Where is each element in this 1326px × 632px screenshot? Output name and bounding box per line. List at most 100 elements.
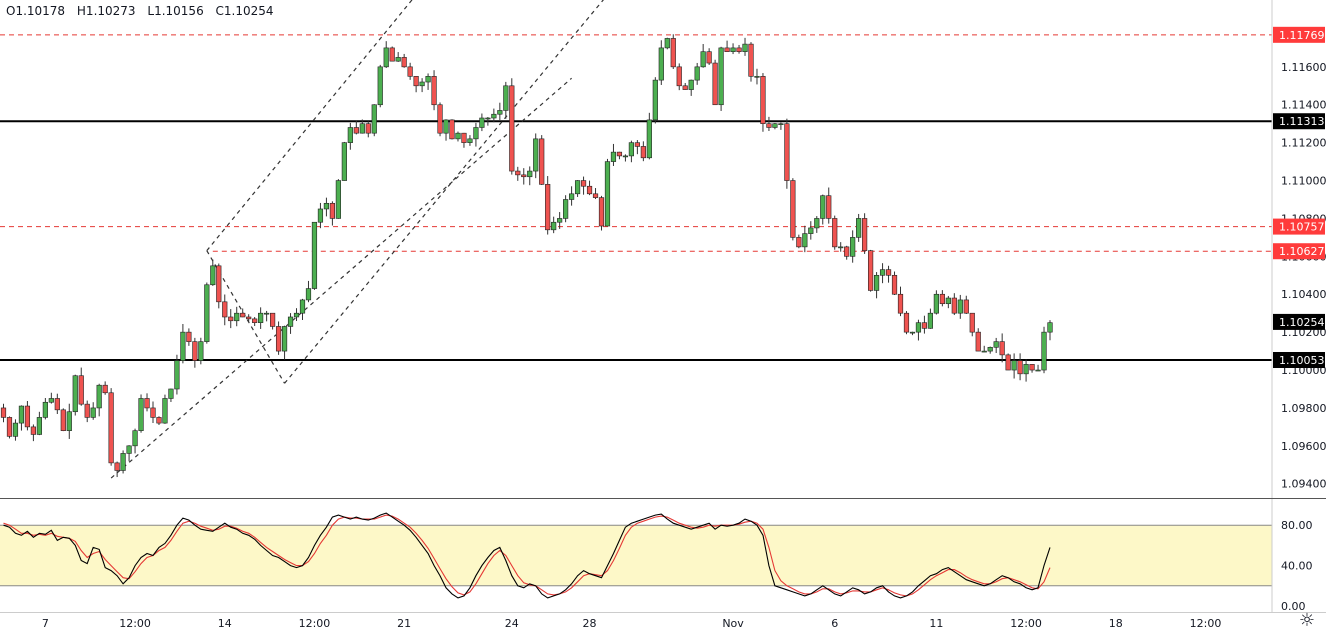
- candle-body: [42, 401, 48, 418]
- candle-body: [814, 218, 820, 229]
- candle: [694, 62, 700, 85]
- candle-body: [419, 81, 425, 87]
- candle-body: [604, 161, 611, 227]
- candle-body: [455, 132, 461, 140]
- candle-body: [246, 316, 252, 320]
- candle: [12, 419, 19, 441]
- candles: [0, 34, 1053, 478]
- oscillator-tick-label: 80.00: [1281, 519, 1313, 532]
- candle-body: [616, 151, 623, 157]
- price-tick-label: 1.11600: [1281, 61, 1326, 74]
- candle-body: [933, 293, 939, 314]
- candle: [461, 132, 467, 148]
- candle-body: [862, 218, 868, 251]
- candle: [586, 180, 593, 196]
- candle: [933, 290, 939, 315]
- candle-body: [180, 331, 186, 361]
- candle: [299, 298, 306, 320]
- candle-body: [365, 123, 371, 134]
- candle-body: [132, 430, 138, 447]
- candle: [1041, 326, 1047, 374]
- candle: [485, 116, 491, 126]
- candle-body: [30, 426, 37, 435]
- candle: [682, 82, 688, 90]
- candle: [670, 34, 676, 69]
- candle: [168, 388, 174, 402]
- candle-body: [1011, 360, 1017, 371]
- candle: [425, 73, 431, 90]
- candle-body: [377, 66, 383, 106]
- candle-body: [335, 180, 341, 219]
- candle-body: [443, 119, 449, 134]
- candle: [993, 337, 999, 354]
- candle: [850, 230, 856, 263]
- candle-body: [150, 407, 156, 418]
- channel-lower-line: [110, 77, 572, 479]
- candle: [60, 408, 66, 432]
- candle: [867, 249, 874, 292]
- candle-body: [102, 384, 108, 394]
- candle: [646, 112, 652, 160]
- candle-body: [802, 233, 808, 248]
- candle: [706, 48, 712, 65]
- candle-body: [491, 113, 497, 119]
- candle: [509, 78, 515, 175]
- candle: [891, 271, 898, 295]
- oscillator-tick-label: 0.00: [1281, 600, 1306, 613]
- candle: [132, 428, 138, 454]
- candle-body: [527, 170, 533, 178]
- candle: [84, 400, 90, 423]
- time-tick-label: 21: [397, 617, 411, 630]
- candle-body: [210, 265, 216, 286]
- candle: [162, 394, 168, 424]
- price-label: 1.10757: [1273, 218, 1325, 235]
- candle: [975, 328, 981, 352]
- price-tick-label: 1.10400: [1281, 288, 1326, 301]
- candle-body: [909, 331, 916, 334]
- gear-icon[interactable]: ☼: [1298, 610, 1316, 631]
- candle-body: [198, 341, 204, 361]
- candle-body: [449, 119, 455, 140]
- candle-body: [796, 237, 802, 248]
- candle-body: [18, 405, 25, 424]
- candle: [873, 272, 880, 299]
- candle: [252, 317, 258, 327]
- candle-body: [748, 43, 754, 77]
- time-tick-label: 14: [218, 617, 232, 630]
- candle-body: [993, 341, 999, 348]
- candle: [18, 405, 25, 431]
- candle: [353, 120, 359, 135]
- candle: [323, 197, 330, 217]
- candle: [102, 381, 108, 395]
- candle-body: [688, 79, 694, 90]
- candle-body: [12, 422, 19, 437]
- candle-body: [945, 297, 951, 305]
- candle-body: [108, 392, 114, 464]
- candle-body: [766, 123, 772, 128]
- candle: [156, 416, 162, 426]
- candle-body: [222, 301, 228, 318]
- candle: [748, 42, 754, 82]
- candle: [503, 81, 509, 119]
- candle-body: [897, 293, 904, 314]
- candle: [180, 323, 186, 364]
- candle: [0, 403, 7, 423]
- candle: [222, 294, 228, 326]
- candle: [24, 401, 31, 431]
- candle-body: [927, 312, 933, 329]
- candle-body: [216, 265, 222, 303]
- candle: [616, 151, 623, 160]
- candle-body: [407, 66, 413, 77]
- time-tick-label: 7: [42, 617, 49, 630]
- candle-body: [353, 127, 359, 134]
- candle: [838, 242, 844, 252]
- candle: [228, 309, 234, 329]
- candle: [126, 445, 132, 462]
- candle: [497, 102, 503, 121]
- candle-body: [533, 138, 539, 172]
- price-tick-label: 1.11200: [1281, 137, 1326, 150]
- candle-body: [54, 398, 60, 411]
- candle: [945, 295, 951, 309]
- candle: [688, 79, 694, 96]
